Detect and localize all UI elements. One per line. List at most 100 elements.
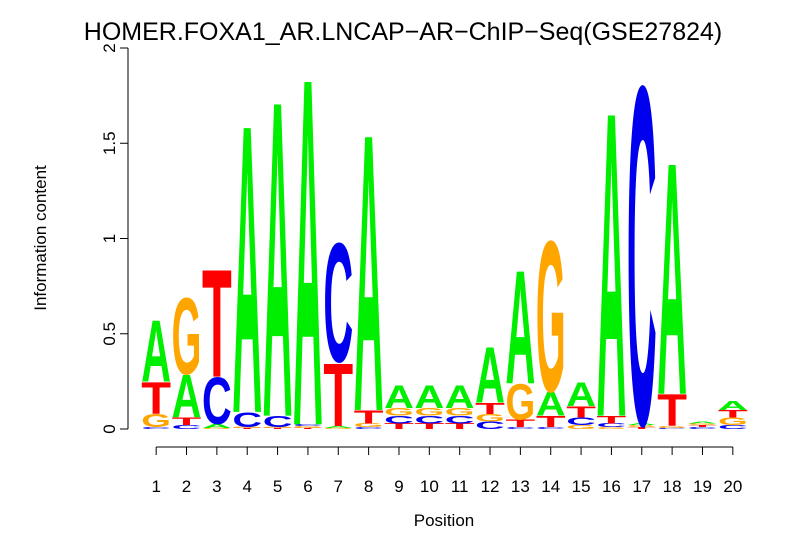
logo-letter-g: G <box>354 422 384 428</box>
logo-letter-t: T <box>536 413 566 431</box>
logo-letter-c: C <box>141 427 171 430</box>
x-tick-label: 12 <box>481 477 500 496</box>
logo-letter-t: T <box>172 416 202 428</box>
x-tick-label: 1 <box>151 477 160 496</box>
y-axis-label: Information content <box>31 165 50 311</box>
logo-letter-g: G <box>172 276 202 397</box>
x-tick-label: 7 <box>334 477 343 496</box>
y-tick-label: 1.5 <box>100 131 119 155</box>
logo-letter-a: A <box>263 7 293 513</box>
logo-letter-g: G <box>475 412 505 424</box>
x-tick-label: 9 <box>394 477 403 496</box>
logo-letter-t: T <box>354 407 384 428</box>
x-tick-label: 5 <box>273 477 282 496</box>
logo-letter-c: C <box>597 422 627 428</box>
logo-letter-t: T <box>414 422 444 431</box>
logo-letter-c: C <box>384 414 414 426</box>
logo-letter-g: G <box>566 424 596 430</box>
y-tick-label: 0.5 <box>100 322 119 346</box>
logo-letter-g: G <box>141 411 171 431</box>
logo-letter-t: T <box>566 403 596 421</box>
logo-letter-a: A <box>232 40 262 500</box>
logo-letter-a: A <box>657 93 687 465</box>
logo-letter-g: G <box>597 427 627 430</box>
x-tick-label: 18 <box>663 477 682 496</box>
logo-letter-a: A <box>445 379 475 415</box>
y-axis: 0 0.5 1 1.5 2 <box>100 43 129 434</box>
logo-letter-t: T <box>202 238 232 411</box>
logo-letter-g: G <box>232 427 262 428</box>
logo-letter-a: A <box>293 0 323 530</box>
logo-letter-g: G <box>414 406 444 418</box>
logo-letter-t: T <box>263 428 293 429</box>
logo-letter-t: T <box>445 422 475 431</box>
y-tick-label: 2 <box>100 43 119 52</box>
logo-letter-c: C <box>566 416 596 428</box>
x-tick-label: 11 <box>451 477 469 496</box>
logo-letter-g: G <box>536 196 566 437</box>
logo-letter-a: A <box>718 398 748 413</box>
logo-letter-t: T <box>506 418 536 430</box>
x-tick-label: 19 <box>693 477 712 496</box>
logo-letter-a: A <box>354 51 384 494</box>
logo-letter-g: G <box>263 427 293 428</box>
logo-letter-g: G <box>657 426 687 429</box>
logo-letter-c: C <box>445 414 475 426</box>
x-tick-label: 16 <box>602 477 621 496</box>
x-tick-label: 13 <box>511 477 530 496</box>
logo-letter-a: A <box>141 302 171 401</box>
logo-letter-t: T <box>597 414 627 426</box>
logo-letter-a: A <box>202 423 232 429</box>
logo-letter-c: C <box>718 424 748 430</box>
logo-letter-g: G <box>688 423 718 426</box>
logo-letter-t: T <box>293 428 323 429</box>
logo-letter-g: G <box>506 374 536 430</box>
logo-letter-c: C <box>202 364 232 439</box>
logo-letter-t: T <box>688 425 718 428</box>
logo-letter-c: C <box>323 209 353 399</box>
logo-letter-c: C <box>354 427 384 430</box>
logo-letter-c: C <box>232 408 262 432</box>
x-axis: 1 2 3 4 5 6 7 8 9 10 11 12 13 14 15 16 17 18 19 20 <box>151 446 742 496</box>
logo-letter-t: T <box>627 427 657 430</box>
logo-letter-g: G <box>384 406 414 418</box>
x-axis-label: Position <box>414 511 474 530</box>
logo-letter-t: T <box>657 385 687 436</box>
logo-letter-t: T <box>718 408 748 420</box>
logo-letter-a: A <box>506 238 536 419</box>
logo-letter-c: C <box>172 424 202 430</box>
logo-letter-t: T <box>384 422 414 431</box>
logo-letter-a: A <box>384 379 414 415</box>
logo-letter-g: G <box>445 406 475 418</box>
x-tick-label: 4 <box>242 477 251 496</box>
logo-letter-g: G <box>293 426 323 429</box>
x-tick-label: 10 <box>420 477 439 496</box>
logo-letter-a: A <box>597 20 627 509</box>
x-tick-label: 14 <box>541 477 560 496</box>
logo-letter-g: G <box>718 416 748 428</box>
logo-letter-g: G <box>323 428 353 429</box>
logo-letter-g: G <box>627 425 657 428</box>
logo-letter-g: G <box>202 428 232 429</box>
x-tick-label: 6 <box>303 477 312 496</box>
logo-letter-t: T <box>323 345 353 446</box>
logo-letter-t: T <box>232 428 262 429</box>
logo-letter-c: C <box>536 427 566 430</box>
logo-letter-a: A <box>536 386 566 424</box>
logo-letter-a: A <box>323 426 353 429</box>
logo-letter-t: T <box>475 399 505 417</box>
x-tick-label: 3 <box>212 477 221 496</box>
x-tick-label: 17 <box>632 477 651 496</box>
y-tick-label: 1 <box>100 234 119 243</box>
logo-letter-c: C <box>657 428 687 429</box>
logo-letter-a: A <box>414 379 444 415</box>
chart-title: HOMER.FOXA1_AR.LNCAP−AR−ChIP−Seq(GSE2782… <box>84 18 722 46</box>
logo-letter-c: C <box>263 413 293 431</box>
x-tick-label: 20 <box>723 477 742 496</box>
logo-letter-a: A <box>566 376 596 414</box>
logo-letter-c: C <box>506 427 536 430</box>
logo-letter-t: T <box>141 372 171 423</box>
logo-letter-a: A <box>172 364 202 432</box>
